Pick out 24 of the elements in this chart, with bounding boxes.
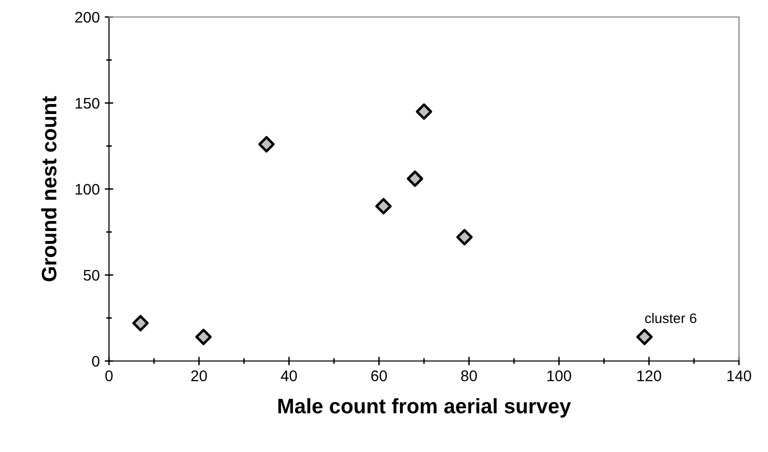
point: [375, 198, 392, 214]
y-axis-title: Ground nest count: [41, 96, 56, 282]
point: [636, 328, 653, 346]
x-axis-title: Male count from aerial survey: [278, 398, 571, 418]
y-tick-label: 50: [84, 270, 100, 281]
x-tick-label: 20: [191, 370, 207, 382]
x-tick-label: 0: [105, 370, 113, 382]
y-tick-label: 0: [92, 356, 100, 367]
x-tick-label: 40: [280, 370, 297, 382]
point: [456, 228, 473, 246]
point: [406, 170, 424, 187]
x-tick-label: 80: [461, 370, 477, 382]
y-tick-label: 150: [76, 98, 100, 109]
annotation: cluster 6: [645, 312, 696, 324]
x-tick-label: 60: [371, 370, 387, 382]
point: [195, 328, 212, 346]
y-tick-label: 200: [75, 12, 100, 23]
x-tick-label: 140: [727, 370, 752, 382]
point: [132, 314, 149, 332]
x-tick-label: 100: [547, 370, 572, 382]
y-tick-label: 100: [76, 184, 100, 195]
point: [258, 136, 275, 152]
x-tick-label: 120: [637, 370, 662, 382]
point: [416, 103, 432, 120]
